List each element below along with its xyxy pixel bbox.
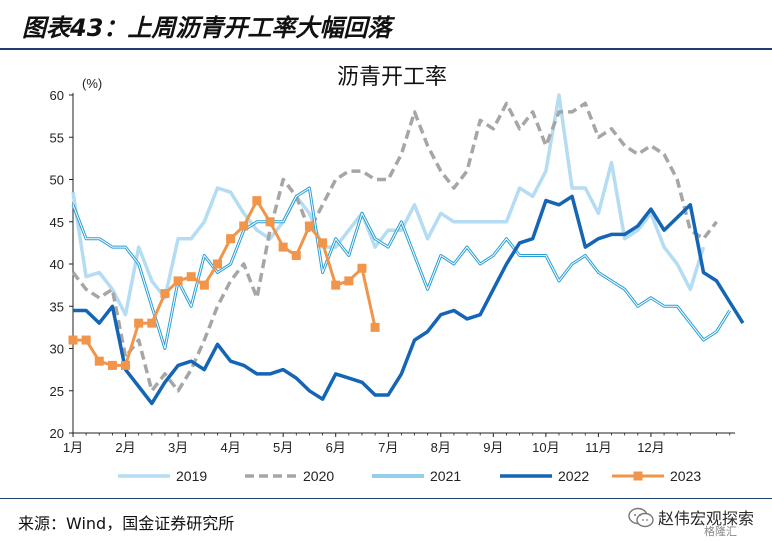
- line-2022: [73, 194, 745, 406]
- y-tick-label: 30: [50, 342, 64, 357]
- point-2023: [318, 238, 328, 248]
- watermark-text: 赵伟宏观探索: [658, 509, 755, 528]
- x-tick-label: 3月: [168, 440, 188, 455]
- x-tick-label: 10月: [532, 440, 559, 455]
- axes: 20 25 30 35 40 45 50 55 60 1月 2月 3月 4月 5月 6月 7月 8月 9月 10月 1…: [50, 88, 735, 455]
- point-2023: [291, 251, 301, 261]
- legend-label: 2023: [670, 468, 701, 484]
- figure-title: 图表43：上周沥青开工率大幅回落: [22, 14, 392, 42]
- point-2023: [94, 356, 104, 366]
- series-layer: [68, 93, 745, 406]
- legend: 2019 2020 2021 2022 2023: [118, 468, 701, 484]
- legend-label: 2021: [430, 468, 461, 484]
- watermark: 赵伟宏观探索 格隆汇: [628, 504, 768, 538]
- chart: 沥青开工率 (%) 20 25 30 35 40 45 50 55 60 1月 2月 3月 4月 5月 6月…: [50, 65, 745, 484]
- x-tick-label: 8月: [431, 440, 451, 455]
- point-2023: [265, 217, 275, 227]
- series-2023: [68, 196, 380, 370]
- bottom-rule: [0, 498, 772, 499]
- top-rule: [0, 48, 772, 50]
- point-2023: [134, 318, 144, 328]
- y-tick-label: 40: [50, 257, 64, 272]
- point-2023: [68, 335, 78, 345]
- x-tick-label: 5月: [273, 440, 293, 455]
- point-2023: [173, 276, 183, 286]
- point-2023: [212, 259, 222, 269]
- line-2019: [71, 93, 706, 317]
- x-tick-label: 4月: [221, 440, 241, 455]
- x-tick-label: 6月: [326, 440, 346, 455]
- series-2021: [71, 186, 731, 350]
- y-tick-label: 60: [50, 88, 64, 103]
- point-2023: [199, 280, 209, 290]
- legend-marker: [633, 471, 643, 481]
- point-2023: [160, 289, 170, 299]
- point-2023: [252, 196, 262, 206]
- x-tick-label: 1月: [63, 440, 83, 455]
- legend-item-2021: 2021: [372, 468, 461, 484]
- legend-label: 2019: [176, 468, 207, 484]
- watermark-sub: 格隆汇: [704, 525, 737, 538]
- legend-item-2023: 2023: [612, 468, 701, 484]
- series-2019: [71, 93, 706, 317]
- point-2023: [226, 234, 236, 244]
- y-tick-label: 45: [50, 215, 64, 230]
- line-2020: [71, 101, 718, 393]
- legend-item-2020: 2020: [245, 468, 334, 484]
- x-tick-label: 11月: [585, 440, 612, 455]
- point-2023: [186, 272, 196, 282]
- point-2023: [370, 322, 380, 332]
- source-note: 来源：Wind，国金证券研究所: [18, 514, 235, 533]
- legend-label: 2020: [303, 468, 334, 484]
- x-tick-label: 12月: [637, 440, 664, 455]
- point-2023: [239, 221, 249, 231]
- series-2020: [71, 101, 718, 393]
- legend-label: 2022: [558, 468, 589, 484]
- point-2023: [304, 221, 314, 231]
- x-tick-label: 7月: [378, 440, 398, 455]
- x-tick-label: 9月: [483, 440, 503, 455]
- legend-item-2022: 2022: [500, 468, 589, 484]
- x-tick-label: 2月: [115, 440, 135, 455]
- y-tick-label: 55: [50, 130, 64, 145]
- y-unit-label: (%): [82, 76, 102, 91]
- point-2023: [278, 242, 288, 252]
- series-2022: [73, 194, 745, 406]
- point-2023: [147, 318, 157, 328]
- point-2023: [344, 276, 354, 286]
- point-2023: [357, 263, 367, 273]
- line-2021-inner: [72, 187, 731, 349]
- point-2023: [107, 360, 117, 370]
- legend-item-2019: 2019: [118, 468, 207, 484]
- y-tick-label: 50: [50, 173, 64, 188]
- y-tick-label: 20: [50, 426, 64, 441]
- point-2023: [81, 335, 91, 345]
- chart-title: 沥青开工率: [337, 65, 447, 90]
- y-tick-label: 35: [50, 299, 64, 314]
- wechat-icon: [628, 507, 654, 528]
- y-tick-label: 25: [50, 384, 64, 399]
- point-2023: [121, 360, 131, 370]
- point-2023: [331, 280, 341, 290]
